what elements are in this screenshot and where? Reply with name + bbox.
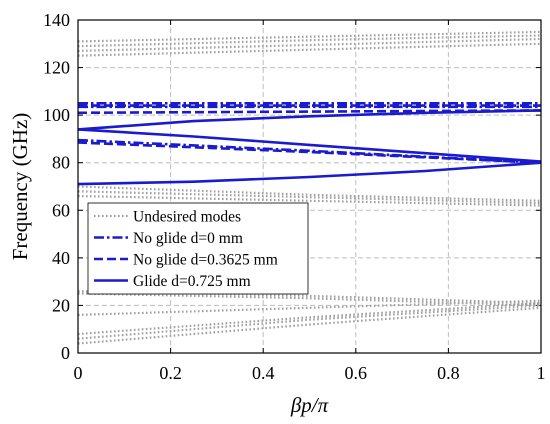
series-line-undesired-modes [77,306,542,345]
grid [77,19,542,354]
legend-label: No glide d=0 mm [133,230,243,247]
y-tick-label: 120 [43,58,70,78]
y-axis-title: Frequency (GHz) [8,113,32,261]
series-line-undesired-modes [77,185,542,202]
x-axis-title: βp/π [290,393,329,417]
series-line-undesired-modes [77,304,542,340]
y-tick-label: 40 [52,248,70,268]
x-tick-label: 0.8 [437,363,460,383]
y-tick-label: 140 [43,10,70,30]
y-tick-label: 0 [61,343,70,363]
series-line-undesired-modes [77,42,542,57]
axes [77,19,542,354]
series-layer [77,30,542,345]
x-tick-label: 1 [537,363,546,383]
y-tick-label: 100 [43,105,70,125]
series-line-glide-d-0-725-mm [77,161,542,186]
x-tick-label: 0.2 [159,363,182,383]
series-line-no-glide-d-0-mm [77,138,542,164]
x-tick-label: 0.6 [345,363,368,383]
series-line-undesired-modes [77,299,542,316]
legend-label: No glide d=0.3625 mm [133,252,278,269]
plot-frame [77,19,542,354]
x-tick-label: 0 [74,363,83,383]
series-line-undesired-modes [77,37,542,52]
series-line-undesired-modes [77,292,542,307]
legend-box [87,202,309,295]
x-tick-label: 0.4 [252,363,275,383]
legend-label: Undesired modes [133,209,241,226]
tick-labels: 0 0.2 0.4 0.6 0.8 1 0 20 40 60 80 100 120 140 [43,10,546,383]
series-line-undesired-modes [77,190,542,205]
y-tick-label: 20 [52,295,70,315]
y-tick-label: 80 [52,153,70,173]
series-line-undesired-modes [77,302,542,336]
legend: Undesired modes No glide d=0 mm No glide d… [87,202,309,295]
series-line-undesired-modes [77,34,542,48]
series-line-glide-d-0-725-mm [77,109,542,131]
legend-label: Glide d=0.725 mm [133,273,251,290]
series-line-undesired-modes [77,194,542,207]
series-line-undesired-modes [77,30,542,43]
series-line-glide-d-0-725-mm [77,128,542,163]
y-tick-label: 60 [52,200,70,220]
